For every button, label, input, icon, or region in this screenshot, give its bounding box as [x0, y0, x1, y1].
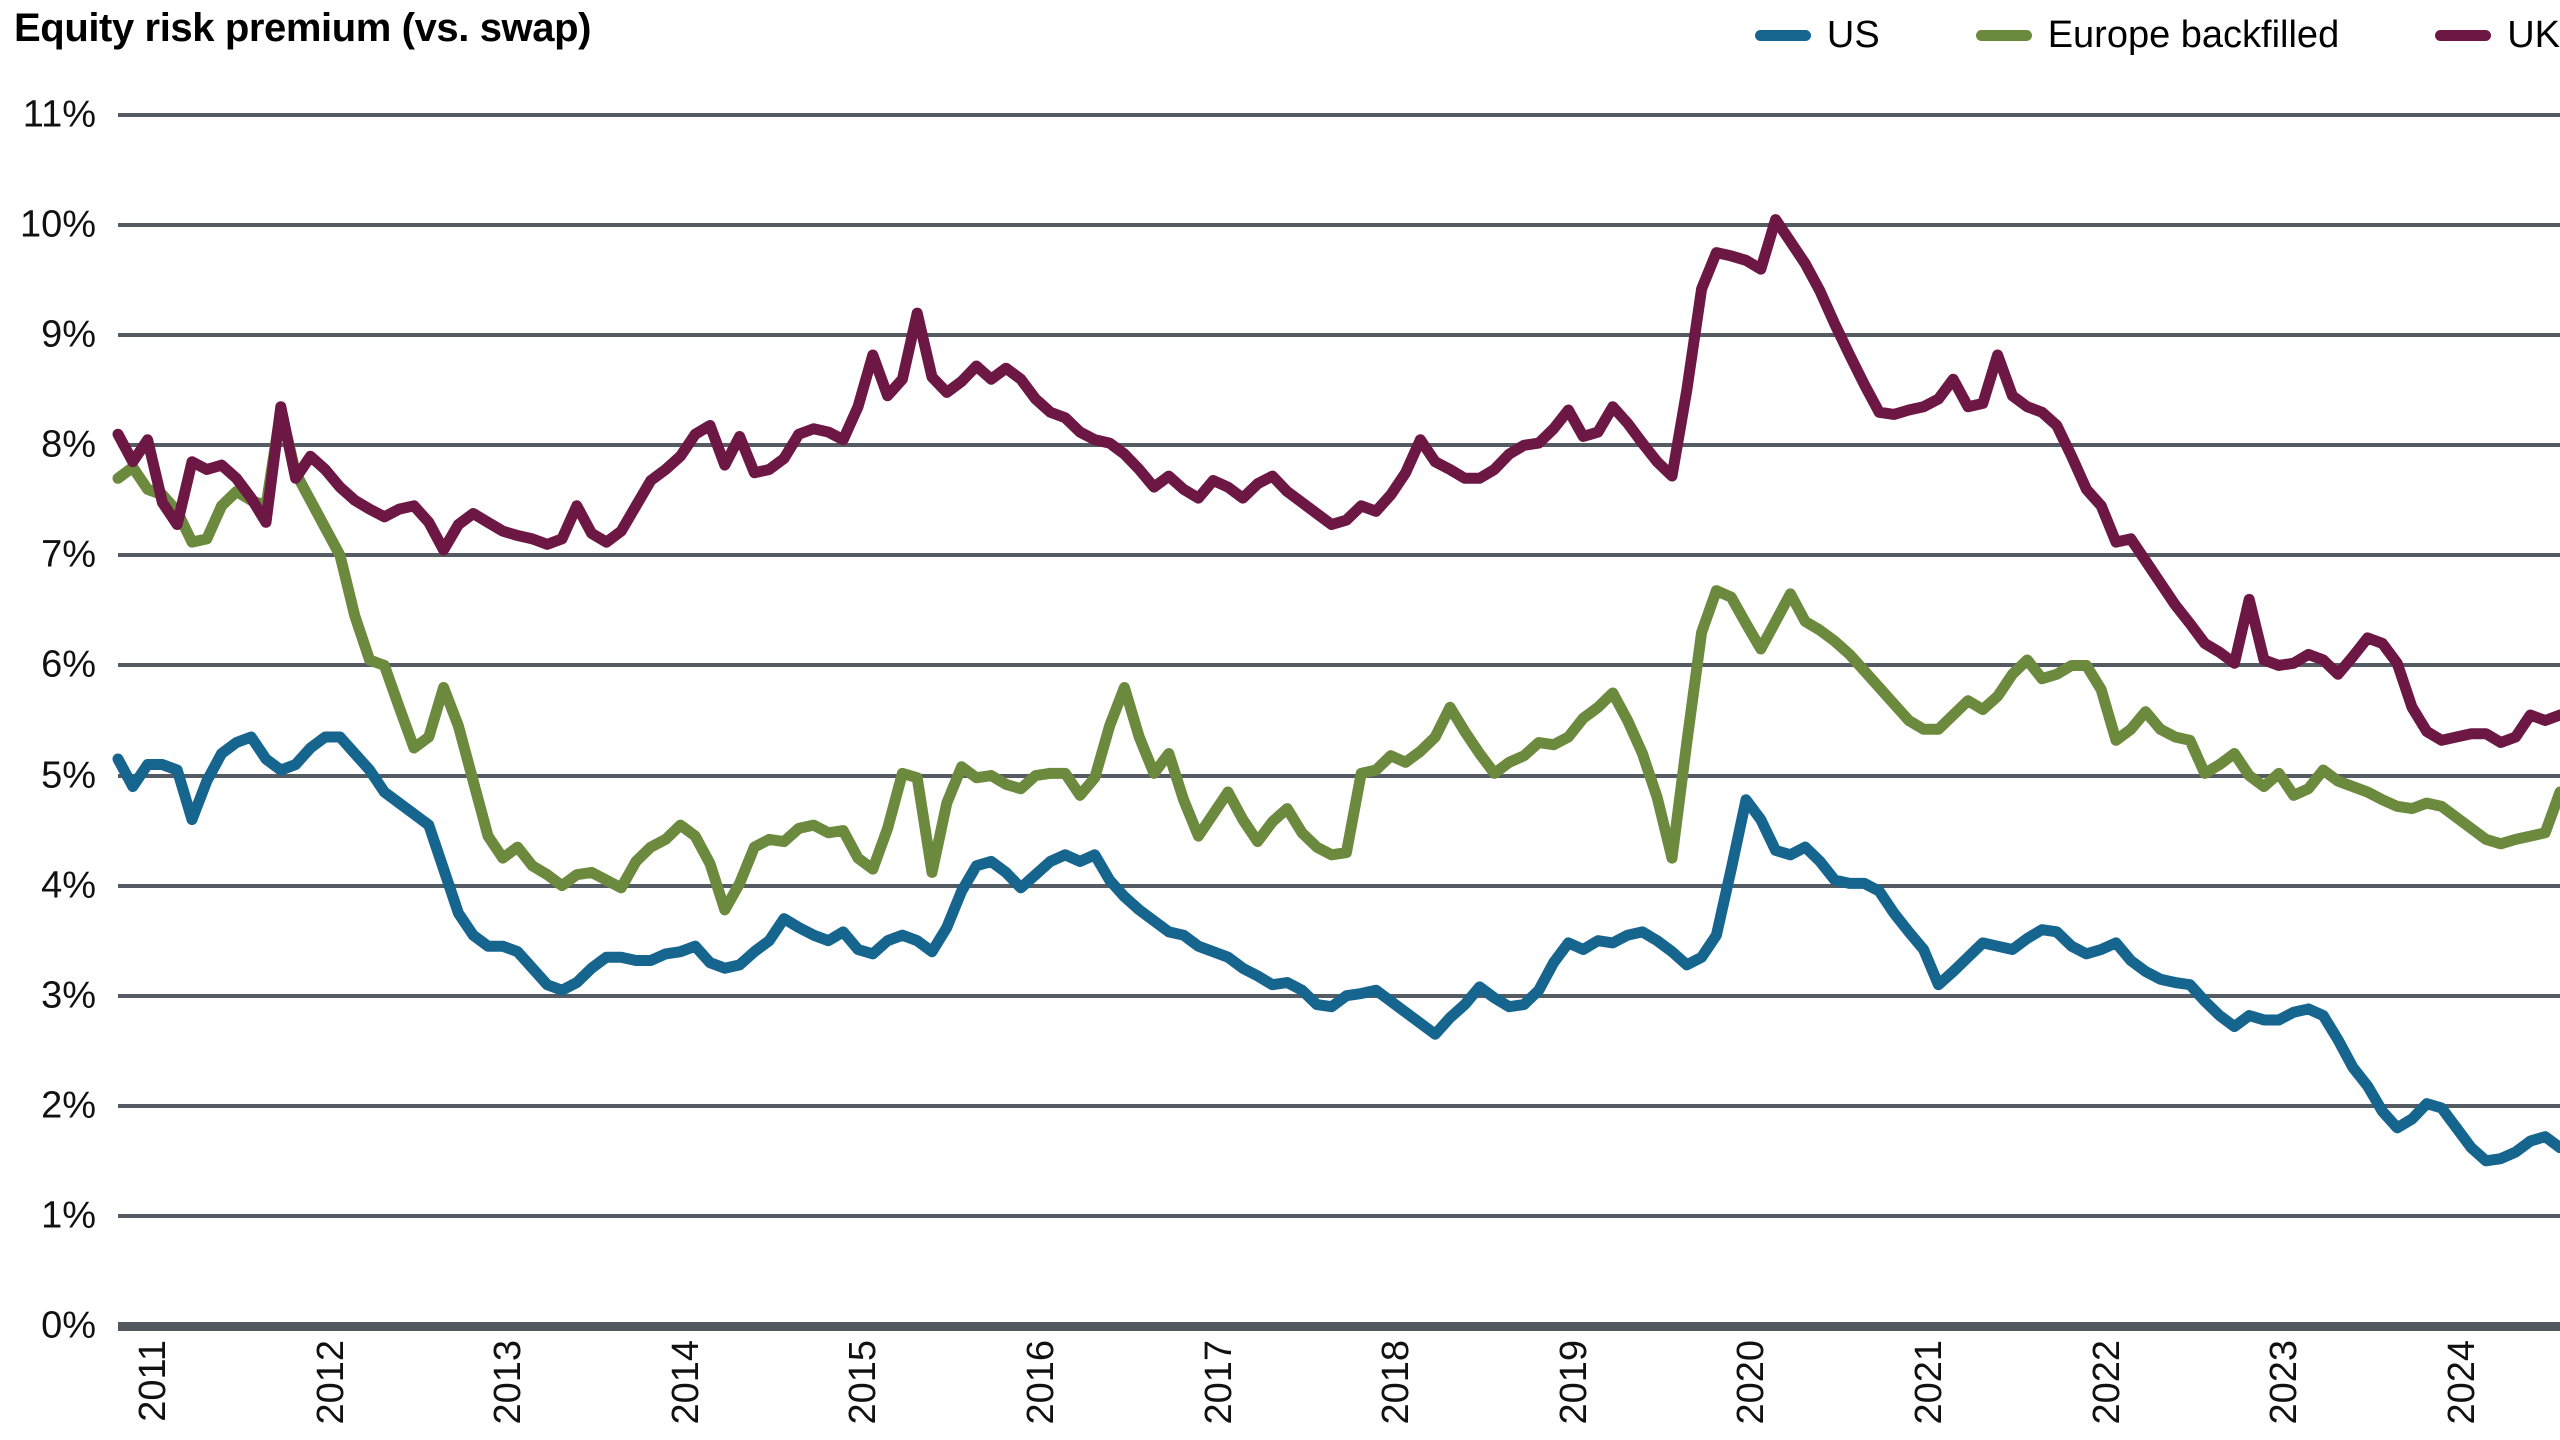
- x-axis-tick-label: 2020: [1730, 1340, 1773, 1425]
- legend-swatch-icon: [2435, 29, 2492, 41]
- x-axis-tick-text: 2017: [1197, 1340, 1240, 1425]
- x-axis-tick-text: 2020: [1730, 1340, 1773, 1425]
- x-axis-tick-label: 2014: [665, 1340, 708, 1425]
- chart-legend: US Europe backfilled UK: [1659, 12, 2560, 58]
- x-axis-tick-text: 2024: [2440, 1340, 2483, 1425]
- gridline: [118, 1103, 2560, 1108]
- x-axis-tick-text: 2021: [1908, 1340, 1950, 1425]
- gridline: [118, 883, 2560, 888]
- series-layer: [118, 115, 2560, 1326]
- y-axis-labels: 0% 1% 2% 3% 4% 5% 6% 7% 8% 9% 10% 11%: [0, 94, 110, 1347]
- x-axis-tick-text: 2011: [132, 1340, 174, 1422]
- y-axis-tick-label: 5%: [41, 754, 96, 797]
- x-axis-tick-text: 2016: [1020, 1340, 1062, 1425]
- y-axis-tick-label: 8%: [41, 423, 96, 466]
- x-axis-tick-label: 2018: [1375, 1340, 1418, 1425]
- legend-label: US: [1826, 13, 1880, 56]
- y-axis-tick-label: 1%: [41, 1194, 96, 1237]
- x-axis-tick-text: 2022: [2085, 1340, 2128, 1425]
- line-chart-svg: [118, 115, 2560, 1326]
- y-axis-tick-label: 4%: [41, 864, 96, 907]
- x-axis-tick-label: 2024: [2441, 1340, 2484, 1425]
- series-line-us: [118, 737, 2560, 1161]
- legend-label: UK: [2507, 13, 2560, 56]
- x-axis-line: [118, 1322, 2560, 1331]
- legend-swatch-icon: [1975, 29, 2032, 41]
- x-axis-tick-label: 2021: [1908, 1340, 1951, 1425]
- plot-area: [118, 113, 2560, 1331]
- y-axis-tick-label: 3%: [41, 974, 96, 1017]
- x-axis-tick-text: 2013: [487, 1340, 530, 1425]
- x-axis-tick-text: 2015: [842, 1340, 885, 1425]
- x-axis-tick-text: 2019: [1552, 1340, 1595, 1425]
- x-axis-tick-label: 2022: [2086, 1340, 2129, 1425]
- y-axis-tick-label: 2%: [41, 1084, 96, 1127]
- gridline: [118, 663, 2560, 668]
- legend-item-uk[interactable]: UK: [2435, 14, 2560, 57]
- gridline: [118, 223, 2560, 228]
- page-title: Equity risk premium (vs. swap): [14, 6, 592, 50]
- series-line-europe-backfilled: [118, 410, 2560, 910]
- x-axis-tick-label: 2011: [132, 1340, 175, 1422]
- y-axis-tick-label: 6%: [41, 643, 96, 686]
- x-axis-tick-label: 2012: [310, 1340, 353, 1425]
- y-axis-tick-label: 10%: [19, 203, 96, 246]
- y-axis-tick-label: 9%: [41, 313, 96, 356]
- gridline: [118, 113, 2560, 117]
- x-axis-labels: 2011 2012 2013 2014 2015 2016 2017 2018 2019 2020…: [118, 1340, 2560, 1440]
- legend-swatch-icon: [1754, 29, 1811, 41]
- x-axis-tick-text: 2014: [664, 1340, 707, 1425]
- series-line-uk: [118, 220, 2560, 743]
- x-axis-tick-label: 2013: [487, 1340, 530, 1425]
- legend-label: Europe backfilled: [2047, 13, 2340, 56]
- gridline: [118, 773, 2560, 778]
- y-axis-tick-label: 0%: [41, 1304, 96, 1347]
- x-axis-tick-label: 2019: [1553, 1340, 1596, 1425]
- legend-item-us[interactable]: US: [1754, 13, 1880, 57]
- x-axis-tick-text: 2018: [1375, 1340, 1418, 1425]
- gridline: [118, 443, 2560, 448]
- x-axis-tick-label: 2016: [1020, 1340, 1063, 1425]
- x-axis-tick-label: 2015: [842, 1340, 885, 1425]
- x-axis-tick-label: 2017: [1198, 1340, 1241, 1425]
- gridline: [118, 1213, 2560, 1218]
- x-axis-tick-text: 2012: [309, 1340, 352, 1425]
- x-axis-tick-text: 2023: [2263, 1340, 2306, 1425]
- gridline: [118, 553, 2560, 558]
- y-axis-tick-label: 11%: [22, 93, 96, 136]
- gridline: [118, 333, 2560, 338]
- y-axis-tick-label: 7%: [41, 533, 96, 576]
- legend-item-europe-backfilled[interactable]: Europe backfilled: [1975, 13, 2340, 57]
- x-axis-tick-label: 2023: [2263, 1340, 2306, 1425]
